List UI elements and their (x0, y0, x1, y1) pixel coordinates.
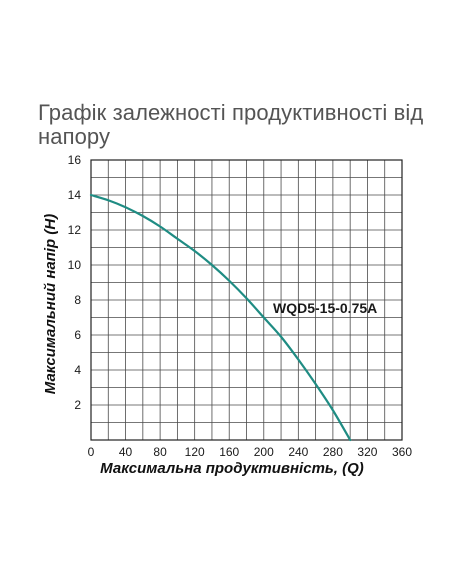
y-tick-label: 8 (74, 293, 81, 307)
y-tick-label: 2 (74, 398, 81, 412)
x-tick-label: 40 (119, 445, 133, 459)
page-title: Графік залежності продуктивності від нап… (38, 100, 424, 149)
y-tick-label: 4 (74, 363, 81, 377)
x-tick-label: 320 (357, 445, 377, 459)
axes (90, 159, 403, 441)
plot-frame (90, 159, 403, 441)
y-tick-label: 12 (68, 223, 82, 237)
x-tick-label: 0 (88, 445, 95, 459)
y-axis-title: Максимальний напір (H) (42, 214, 59, 394)
x-axis-title: Максимальна продуктивність, (Q) (100, 460, 364, 477)
labels-layer: 0 40 80 120 160 200 240 280 320 360 2 4 6 8 10 12 14 16 Ма… (42, 153, 412, 477)
x-tick-label: 120 (185, 445, 205, 459)
x-tick-label: 80 (153, 445, 167, 459)
y-tick-label: 10 (68, 258, 82, 272)
y-tick-label: 16 (68, 153, 82, 167)
x-tick-label: 360 (392, 445, 412, 459)
series-label: WQD5-15-0.75A (273, 300, 377, 316)
x-tick-label: 200 (254, 445, 274, 459)
x-tick-label: 240 (288, 445, 308, 459)
y-tick-label: 6 (74, 328, 81, 342)
y-tick-label: 14 (68, 188, 82, 202)
grid (91, 160, 402, 440)
x-tick-label: 280 (323, 445, 343, 459)
x-tick-label: 160 (219, 445, 239, 459)
series-layer (89, 193, 352, 442)
series-line (89, 193, 352, 442)
